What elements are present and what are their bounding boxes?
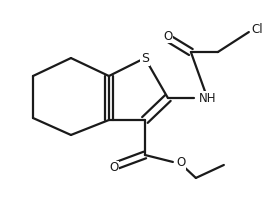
Text: O: O (176, 156, 185, 170)
Text: NH: NH (199, 92, 217, 104)
Text: O: O (163, 30, 173, 43)
Text: Cl: Cl (252, 22, 263, 36)
Text: O: O (109, 161, 119, 175)
Text: S: S (141, 52, 149, 64)
